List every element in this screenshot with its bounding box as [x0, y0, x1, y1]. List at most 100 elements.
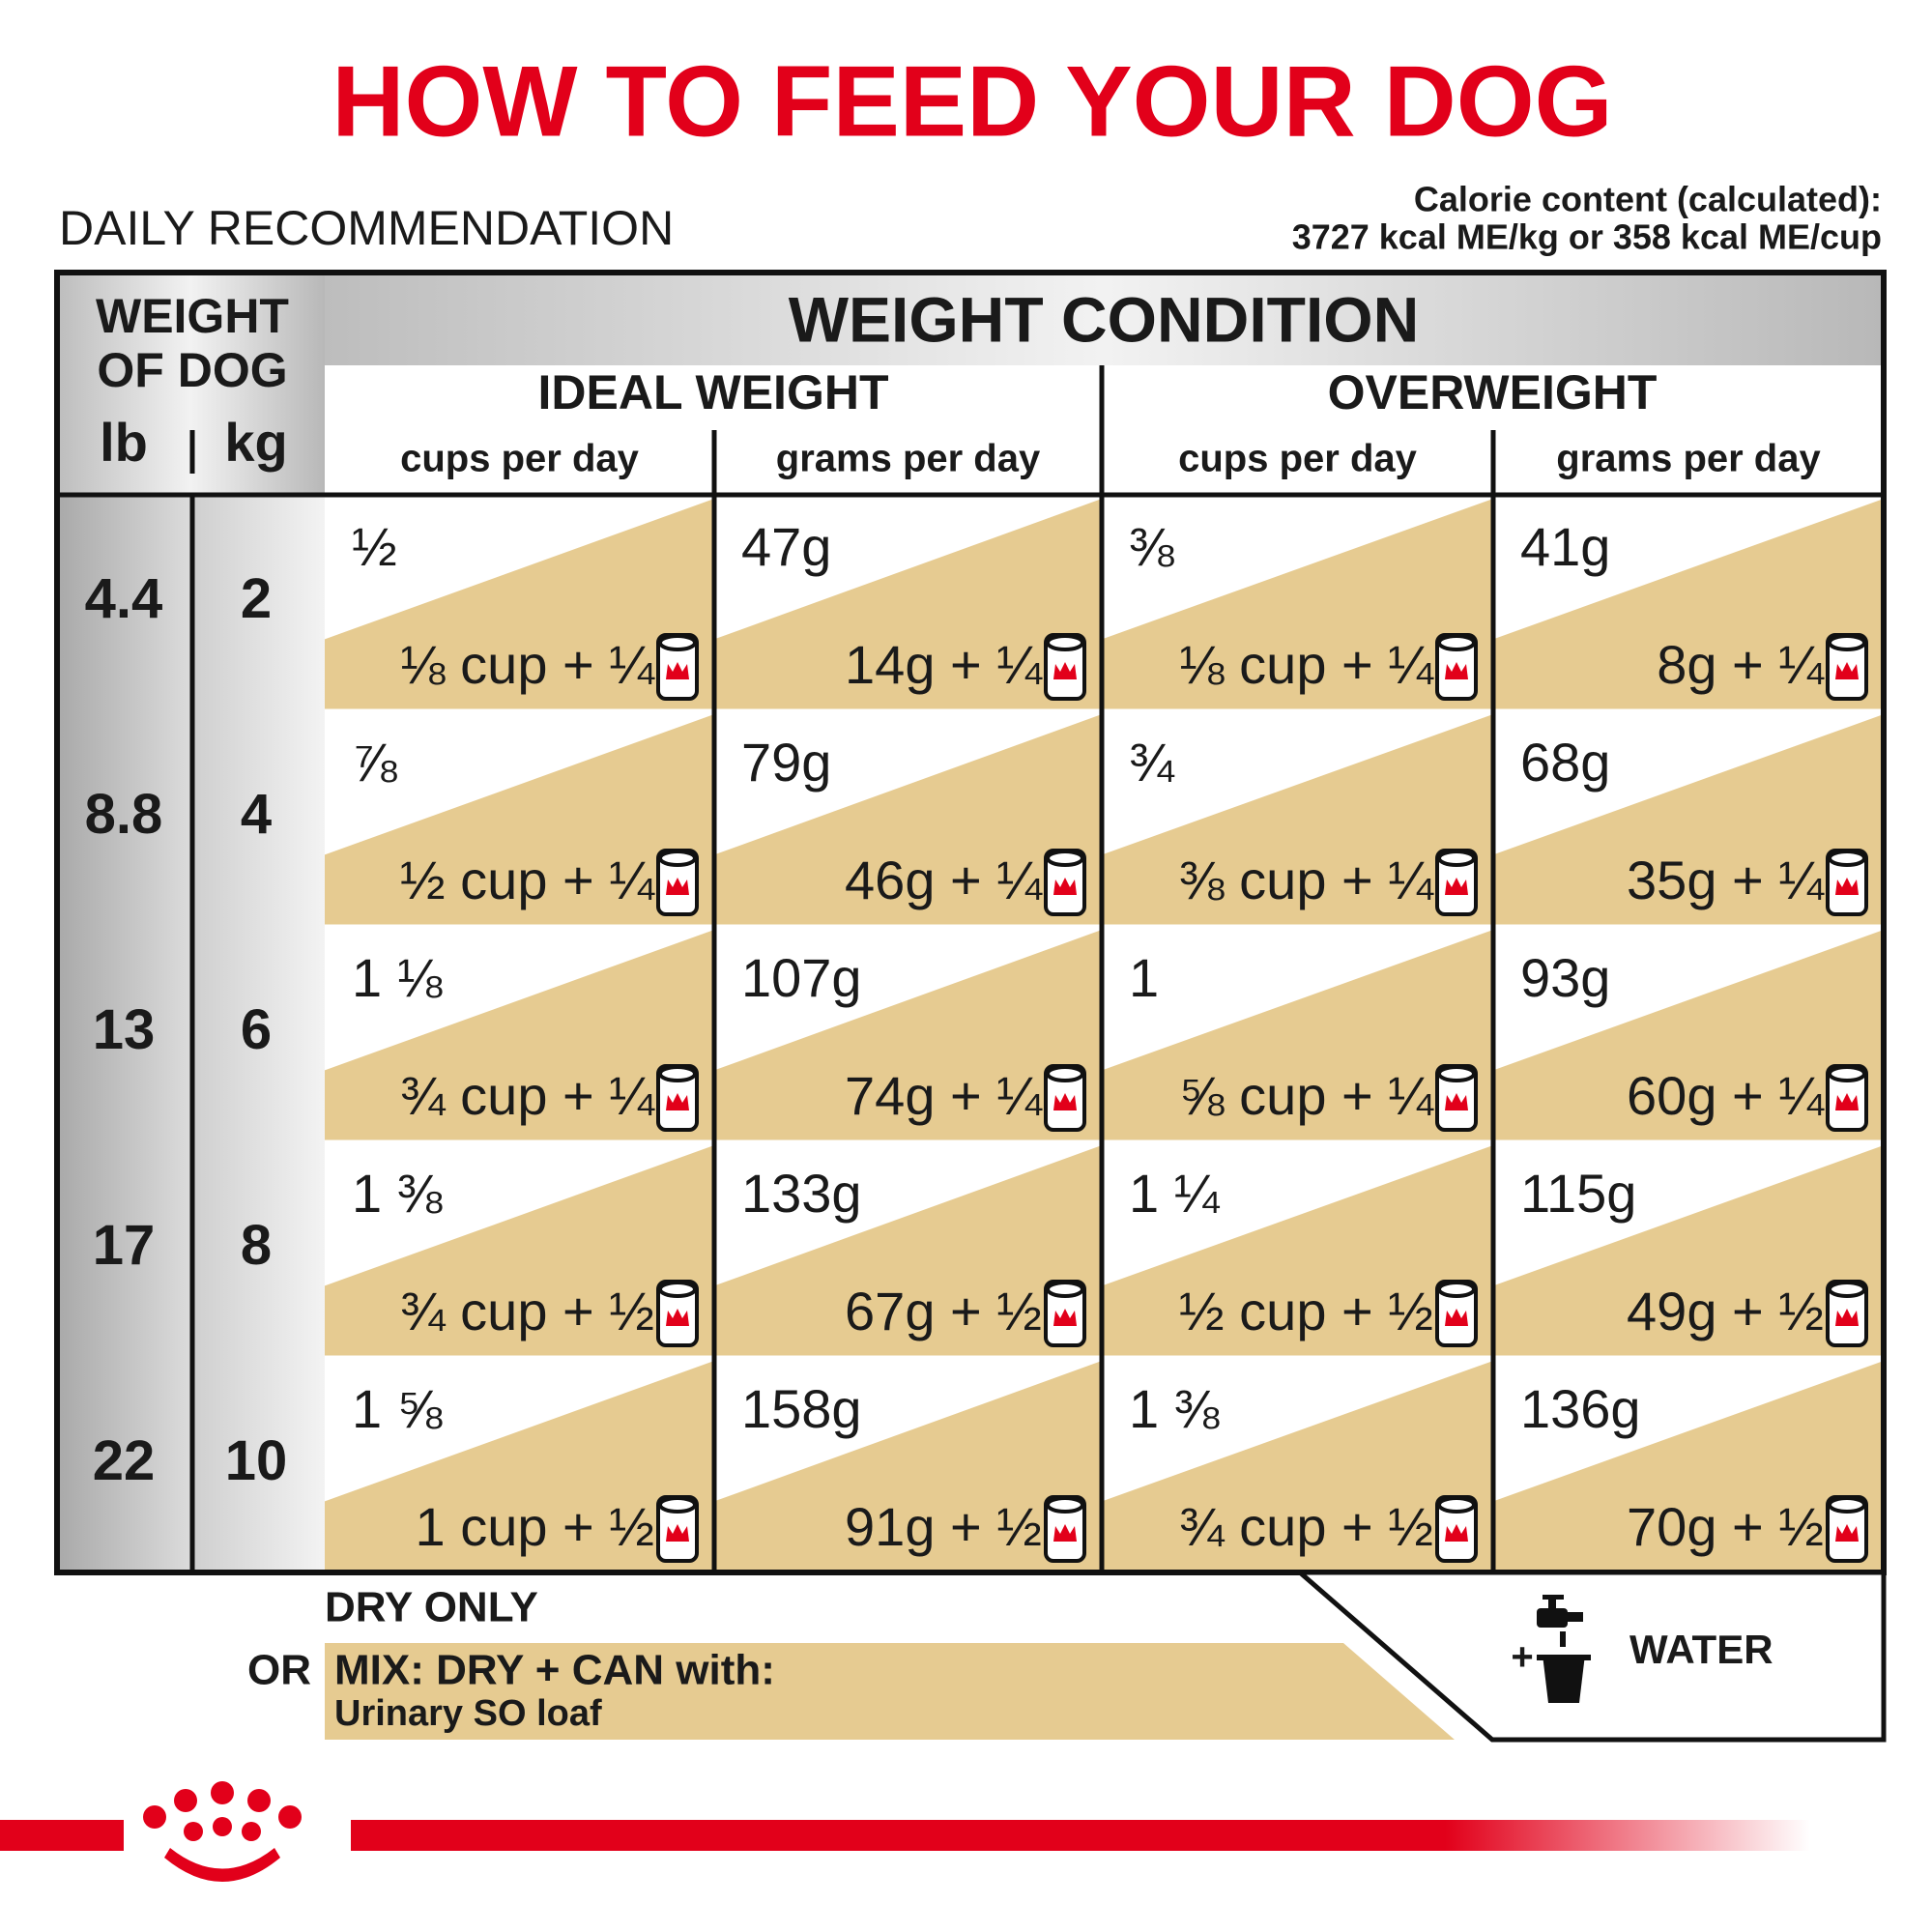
- cell-tan: [1493, 1145, 1884, 1357]
- cell-tan: [1493, 499, 1884, 710]
- can-lid: [658, 634, 697, 651]
- can-icon: [1044, 849, 1086, 916]
- can-icon: [1435, 1064, 1478, 1132]
- can-lid: [1046, 850, 1084, 867]
- dry-amount: ⅞: [352, 732, 397, 793]
- subhead: grams per day: [776, 438, 1041, 480]
- lb: 22: [93, 1429, 156, 1492]
- mix-amount: ¾ cup + ¼: [400, 1065, 655, 1126]
- cell-tan: [1493, 930, 1884, 1141]
- group-title: OVERWEIGHT: [1328, 365, 1658, 419]
- can-icon: [656, 1280, 699, 1347]
- dry-amount: 68g: [1520, 732, 1610, 793]
- weight-header: OF DOG: [97, 343, 287, 397]
- mix-label: MIX: DRY + CAN with:: [334, 1647, 775, 1694]
- group-title: IDEAL WEIGHT: [538, 365, 889, 419]
- mix-amount: 60g + ¼: [1627, 1065, 1825, 1126]
- cell-tan: [714, 930, 1102, 1141]
- dry-amount: 79g: [741, 732, 831, 793]
- can-icon: [1044, 633, 1086, 701]
- can-icon: [1044, 1495, 1086, 1563]
- mix-amount: 1 cup + ½: [415, 1496, 654, 1557]
- lb: 4.4: [85, 567, 163, 630]
- unit: kg: [224, 412, 287, 473]
- dry-only: DRY ONLY: [325, 1584, 538, 1631]
- cell-tan: [325, 930, 714, 1141]
- can-crown: [1053, 1524, 1077, 1542]
- can-crown: [1835, 1309, 1859, 1326]
- cell-tan: [1102, 1361, 1493, 1572]
- dry-amount: ½: [352, 516, 397, 577]
- cell-tan: [325, 499, 714, 710]
- mix-amount: ½ cup + ½: [1179, 1281, 1433, 1341]
- can-icon: [1826, 1064, 1868, 1132]
- can-icon: [1435, 633, 1478, 701]
- dry-amount: 115g: [1520, 1163, 1636, 1224]
- cell-tan: [325, 1145, 714, 1357]
- dry-amount: 1 ⅛: [352, 947, 443, 1008]
- can-crown: [1835, 1524, 1859, 1542]
- can-crown: [1053, 878, 1077, 895]
- calorie-line: 3727 kcal ME/kg or 358 kcal ME/cup: [1292, 217, 1882, 257]
- can-lid: [1046, 1065, 1084, 1082]
- mix-amount: 49g + ½: [1627, 1281, 1824, 1341]
- dry-amount: 1 ⅜: [352, 1163, 443, 1224]
- can-crown: [1445, 1093, 1468, 1110]
- mix-amount: 74g + ¼: [845, 1065, 1043, 1126]
- mix-amount: 91g + ½: [845, 1496, 1042, 1557]
- can-crown: [1445, 878, 1468, 895]
- dry-amount: 93g: [1520, 947, 1610, 1008]
- can-crown: [1835, 662, 1859, 679]
- can-crown: [666, 1093, 689, 1110]
- kg-col: [192, 495, 325, 1572]
- condition-title: WEIGHT CONDITION: [789, 283, 1420, 355]
- dry-amount: 1 ⅜: [1129, 1378, 1220, 1439]
- can-icon: [1435, 849, 1478, 916]
- dry-amount: 133g: [741, 1163, 862, 1224]
- mix-amount: ⅛ cup + ¼: [1179, 634, 1434, 695]
- can-crown: [1835, 1093, 1859, 1110]
- can-lid: [1046, 1281, 1084, 1298]
- or: OR: [247, 1647, 311, 1694]
- can-lid: [1828, 1281, 1866, 1298]
- subhead: grams per day: [1556, 438, 1821, 480]
- can-icon: [1826, 633, 1868, 701]
- can-crown: [1445, 1524, 1468, 1542]
- can-icon: [656, 1495, 699, 1563]
- weight-header: WEIGHT: [96, 289, 289, 343]
- cell-tan: [325, 714, 714, 926]
- can-lid: [1828, 1065, 1866, 1082]
- mix-amount: ⅝ cup + ¼: [1179, 1065, 1434, 1126]
- water-box: [1293, 1570, 1887, 1743]
- mix-amount: 35g + ¼: [1627, 850, 1825, 910]
- can-lid: [1437, 634, 1476, 651]
- mix-amount: ⅜ cup + ¼: [1179, 850, 1434, 910]
- water: WATER: [1629, 1627, 1773, 1672]
- can-icon: [656, 849, 699, 916]
- can-lid: [1437, 850, 1476, 867]
- dry-amount: ⅜: [1129, 516, 1174, 577]
- header-band: [325, 273, 1884, 365]
- cell-tan: [1102, 1145, 1493, 1357]
- table-border: [54, 270, 1887, 1575]
- lb: 17: [93, 1214, 156, 1277]
- mix-amount: 46g + ¼: [845, 850, 1043, 910]
- mix-amount: ¾ cup + ½: [400, 1281, 654, 1341]
- dry-amount: 47g: [741, 516, 831, 577]
- mix-amount: ¾ cup + ½: [1179, 1496, 1433, 1557]
- can-lid: [658, 1281, 697, 1298]
- dry-amount: 158g: [741, 1378, 862, 1439]
- dry-amount: 107g: [741, 947, 862, 1008]
- can-crown: [666, 878, 689, 895]
- plus: +: [1511, 1636, 1533, 1679]
- can-icon: [1826, 1495, 1868, 1563]
- can-lid: [1828, 850, 1866, 867]
- subhead: cups per day: [1178, 438, 1418, 480]
- can-icon: [1044, 1064, 1086, 1132]
- dry-amount: 41g: [1520, 516, 1610, 577]
- legend: DRY ONLY OR MIX: DRY + CAN with: Urinary…: [247, 1570, 1887, 1743]
- product: Urinary SO loaf: [334, 1693, 602, 1734]
- kg: 2: [241, 567, 272, 630]
- calorie-line: Calorie content (calculated):: [1414, 180, 1882, 219]
- cell-tan: [325, 1361, 714, 1572]
